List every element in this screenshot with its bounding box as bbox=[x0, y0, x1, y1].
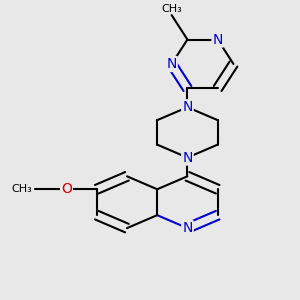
Text: N: N bbox=[167, 57, 177, 71]
Text: N: N bbox=[182, 151, 193, 165]
Text: CH₃: CH₃ bbox=[161, 4, 182, 14]
Text: N: N bbox=[212, 32, 223, 46]
Text: N: N bbox=[182, 100, 193, 114]
Text: N: N bbox=[182, 221, 193, 235]
Text: O: O bbox=[61, 182, 72, 196]
Text: CH₃: CH₃ bbox=[11, 184, 32, 194]
